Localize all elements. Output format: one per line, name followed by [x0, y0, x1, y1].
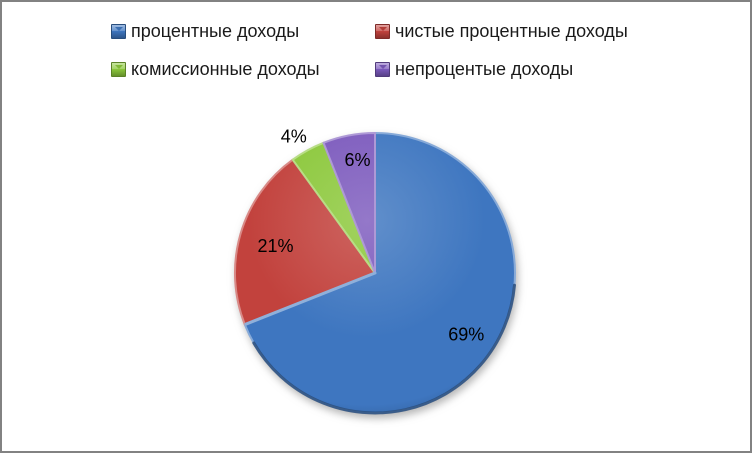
legend-label: непроцентые доходы	[395, 59, 574, 79]
pie-label-2: 21%	[257, 236, 293, 256]
legend-swatch-purple-icon	[375, 62, 390, 77]
pie-label-3: 4%	[281, 126, 307, 146]
legend-label: чистые процентные доходы	[395, 21, 628, 41]
legend-swatch-blue-icon	[111, 24, 126, 39]
pie-data-labels: 69% 21% 4% 6%	[257, 126, 484, 344]
legend-item-interest-income[interactable]: процентные доходы	[111, 21, 299, 41]
pie-slice-2[interactable]	[234, 158, 376, 326]
pie-bevel-highlight	[244, 271, 377, 326]
pie-label-1: 69%	[448, 324, 484, 344]
pie-slices	[234, 131, 516, 415]
legend-item-net-interest-income[interactable]: чистые процентные доходы	[375, 21, 628, 41]
legend-swatch-green-icon	[111, 62, 126, 77]
pie-label-4: 6%	[344, 150, 370, 170]
pie-slice-4[interactable]	[322, 131, 376, 274]
legend-swatch-red-icon	[375, 24, 390, 39]
legend-label: комиссионные доходы	[131, 59, 320, 79]
legend-item-noninterest-income[interactable]: непроцентые доходы	[375, 59, 573, 79]
legend-item-commission-income[interactable]: комиссионные доходы	[111, 59, 320, 79]
legend-label: процентные доходы	[131, 21, 300, 41]
pie-bottom-rim	[252, 283, 516, 415]
